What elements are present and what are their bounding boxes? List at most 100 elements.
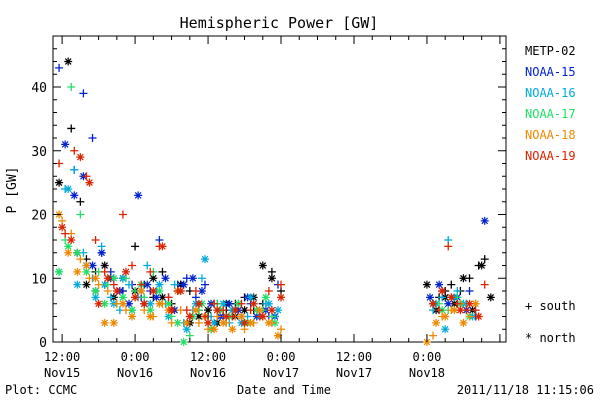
- north-point-marker: [82, 267, 91, 276]
- north-point-marker: [213, 306, 222, 315]
- south-point-marker: [435, 306, 444, 315]
- south-point-marker: [164, 293, 173, 302]
- north-point-marker: [91, 293, 100, 302]
- north-point-marker: [149, 274, 158, 283]
- north-point-marker: [73, 280, 82, 289]
- south-point-marker: [100, 267, 109, 276]
- south-point-marker: [191, 287, 200, 295]
- north-point-marker: [91, 274, 100, 283]
- north-point-marker: [109, 274, 118, 283]
- south-point-marker: [131, 242, 140, 251]
- north-point-marker: [273, 306, 282, 315]
- north-point-marker: [185, 312, 194, 321]
- north-point-marker: [222, 312, 231, 321]
- series-metp-02: [55, 57, 495, 327]
- south-point-marker: [55, 63, 64, 72]
- south-point-marker: [146, 267, 155, 276]
- north-point-marker: [82, 280, 91, 289]
- south-point-marker: [91, 236, 100, 244]
- north-point-marker: [258, 261, 267, 270]
- north-point-marker: [210, 318, 219, 327]
- north-point-marker: [152, 293, 161, 302]
- north-point-marker: [273, 331, 282, 340]
- north-point-marker: [456, 306, 465, 315]
- north-point-marker: [100, 299, 109, 308]
- y-axis-label: P [GW]: [5, 167, 20, 214]
- x-tick-date-label: Nov18: [409, 366, 445, 380]
- south-point-marker: [277, 280, 286, 289]
- north-point-marker: [191, 306, 200, 315]
- north-point-marker: [118, 293, 127, 302]
- south-point-marker: [201, 312, 210, 321]
- north-point-marker: [155, 287, 164, 295]
- north-point-marker: [155, 280, 164, 289]
- x-tick-time-label: 12:00: [336, 350, 372, 364]
- y-tick-label: 40: [31, 81, 47, 96]
- south-point-marker: [121, 306, 130, 315]
- south-point-marker: [210, 299, 219, 308]
- north-point-marker: [64, 248, 73, 257]
- north-point-marker: [131, 293, 140, 302]
- north-point-marker: [91, 287, 100, 295]
- south-point-marker: [76, 255, 85, 264]
- north-point-marker: [73, 248, 82, 257]
- north-point-marker: [179, 280, 188, 289]
- north-point-marker: [149, 287, 158, 295]
- chart-title: Hemispheric Power [GW]: [180, 14, 379, 32]
- north-point-marker: [155, 299, 164, 308]
- north-point-marker: [228, 325, 237, 334]
- north-point-marker: [249, 299, 258, 308]
- footer-left: Plot: CCMC: [5, 383, 77, 397]
- north-point-marker: [246, 293, 255, 302]
- south-point-marker: [246, 306, 255, 315]
- north-point-marker: [73, 267, 82, 276]
- south-point-marker: [480, 255, 489, 264]
- north-point-marker: [100, 261, 109, 270]
- x-tick-date-label: Nov15: [44, 366, 80, 380]
- north-point-marker: [67, 236, 76, 244]
- north-point-marker: [201, 255, 210, 264]
- south-point-marker: [118, 210, 127, 219]
- south-point-marker: [70, 146, 79, 155]
- north-point-marker: [219, 318, 228, 327]
- north-point-marker: [441, 312, 450, 321]
- north-point-marker: [143, 280, 152, 289]
- north-point-marker: [194, 312, 203, 321]
- north-point-marker: [164, 299, 173, 308]
- north-point-marker: [435, 280, 444, 289]
- north-point-marker: [103, 274, 112, 283]
- north-point-marker: [176, 287, 185, 295]
- legend-north-marker: * north: [525, 331, 576, 345]
- south-point-marker: [277, 325, 286, 334]
- north-point-marker: [277, 293, 286, 302]
- north-point-marker: [118, 299, 127, 308]
- x-axis-label: Date and Time: [237, 383, 331, 397]
- north-point-marker: [134, 191, 143, 200]
- north-point-marker: [465, 299, 474, 308]
- north-point-marker: [82, 261, 91, 270]
- x-axis: 12:00 Nov15 0:00 Nov16 12:00 Nov16 0:00 Nov17 12…: [44, 36, 501, 380]
- north-point-marker: [194, 299, 203, 308]
- north-point-marker: [471, 299, 480, 308]
- north-point-marker: [109, 318, 118, 327]
- south-point-marker: [465, 312, 474, 321]
- series-noaa-19: [55, 146, 489, 327]
- north-point-marker: [94, 299, 103, 308]
- north-point-marker: [137, 287, 146, 295]
- north-point-marker: [459, 274, 468, 283]
- north-point-marker: [447, 293, 456, 302]
- north-point-marker: [85, 178, 94, 187]
- north-point-marker: [146, 306, 155, 315]
- legend-entry: NOAA-15: [525, 65, 576, 79]
- north-point-marker: [64, 242, 73, 251]
- south-point-marker: [82, 172, 91, 181]
- south-point-marker: [471, 306, 480, 315]
- north-point-marker: [64, 185, 73, 193]
- x-tick-time-label: 0:00: [412, 350, 441, 364]
- north-point-marker: [267, 306, 276, 315]
- north-point-marker: [158, 293, 167, 302]
- south-point-marker: [480, 280, 489, 289]
- south-point-marker: [128, 261, 137, 270]
- north-point-marker: [264, 299, 273, 308]
- north-point-marker: [422, 280, 431, 289]
